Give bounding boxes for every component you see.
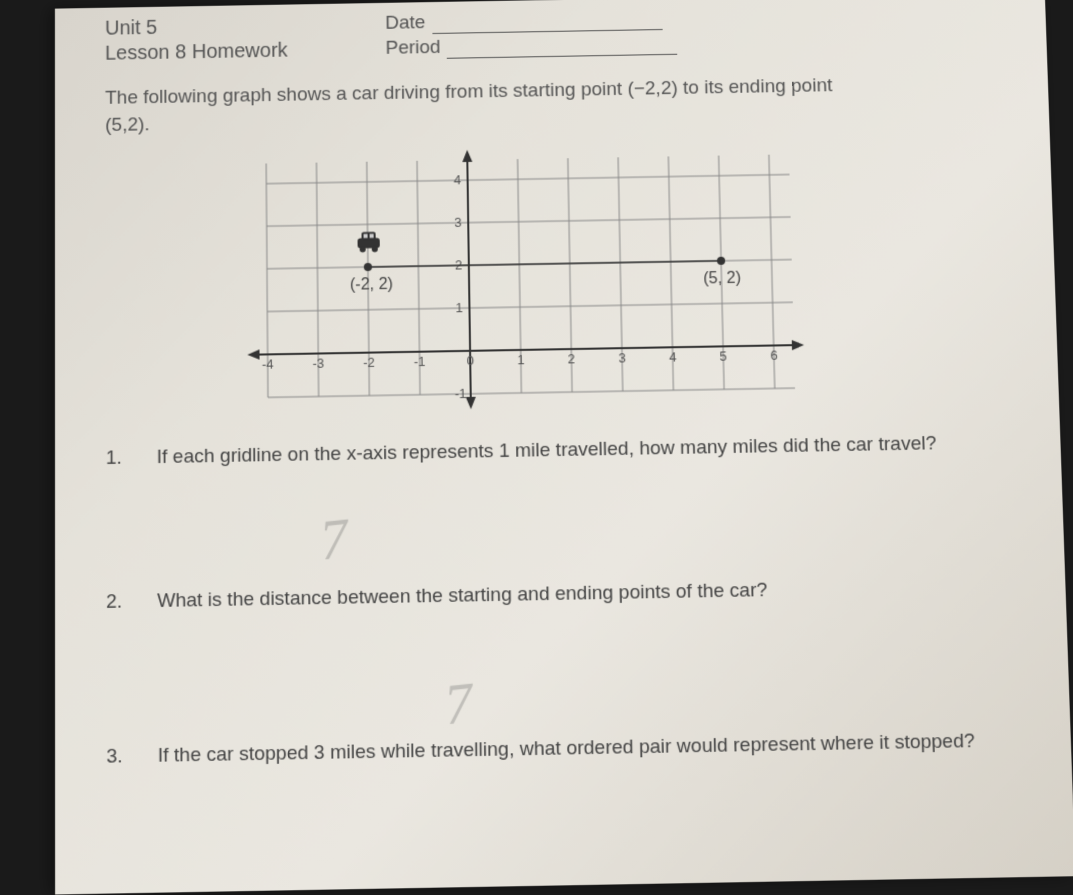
question-1: 1. If each gridline on the x-axis repres… — [106, 428, 1021, 473]
lesson-label: Lesson 8 Homework — [105, 38, 386, 66]
q3-text: If the car stopped 3 miles while travell… — [158, 726, 1031, 772]
svg-text:-1: -1 — [455, 386, 467, 402]
period-label: Period — [385, 37, 440, 60]
unit-label: Unit 5 — [105, 13, 385, 41]
svg-text:4: 4 — [454, 172, 461, 187]
problem-description: The following graph shows a car driving … — [105, 70, 1009, 139]
handwritten-mark-2: 7 — [441, 669, 476, 738]
question-3: 3. If the car stopped 3 miles while trav… — [106, 726, 1030, 772]
q2-num: 2. — [106, 587, 157, 618]
svg-text:(5, 2): (5, 2) — [703, 270, 741, 288]
q1-text: If each gridline on the x-axis represent… — [157, 428, 1021, 473]
svg-text:-3: -3 — [312, 356, 324, 372]
svg-text:3: 3 — [618, 350, 626, 365]
q2-text: What is the distance between the startin… — [157, 571, 1025, 616]
svg-text:5: 5 — [719, 349, 727, 364]
period-blank — [447, 37, 678, 59]
svg-text:6: 6 — [770, 348, 778, 363]
svg-text:1: 1 — [456, 300, 464, 315]
svg-text:3: 3 — [454, 215, 461, 230]
worksheet-paper: Unit 5 Date Lesson 8 Homework Period The… — [55, 0, 1073, 895]
svg-text:1: 1 — [517, 352, 525, 367]
svg-text:4: 4 — [669, 349, 677, 364]
date-blank — [432, 12, 662, 34]
svg-text:(-2, 2): (-2, 2) — [350, 276, 393, 294]
svg-text:-2: -2 — [363, 355, 375, 371]
coordinate-chart: -4-3-2-10123456-11234 (-2, 2)(5, 2) — [236, 142, 846, 417]
q1-num: 1. — [106, 444, 157, 474]
handwritten-mark-1: 7 — [317, 505, 351, 573]
svg-text:2: 2 — [568, 351, 576, 366]
svg-text:-1: -1 — [414, 354, 426, 370]
chart-svg: -4-3-2-10123456-11234 (-2, 2)(5, 2) — [236, 142, 846, 417]
svg-text:-4: -4 — [262, 357, 274, 373]
q3-num: 3. — [106, 742, 157, 773]
svg-text:0: 0 — [466, 353, 474, 368]
car-icon — [357, 232, 379, 253]
question-2: 2. What is the distance between the star… — [106, 571, 1025, 617]
date-label: Date — [385, 12, 425, 35]
